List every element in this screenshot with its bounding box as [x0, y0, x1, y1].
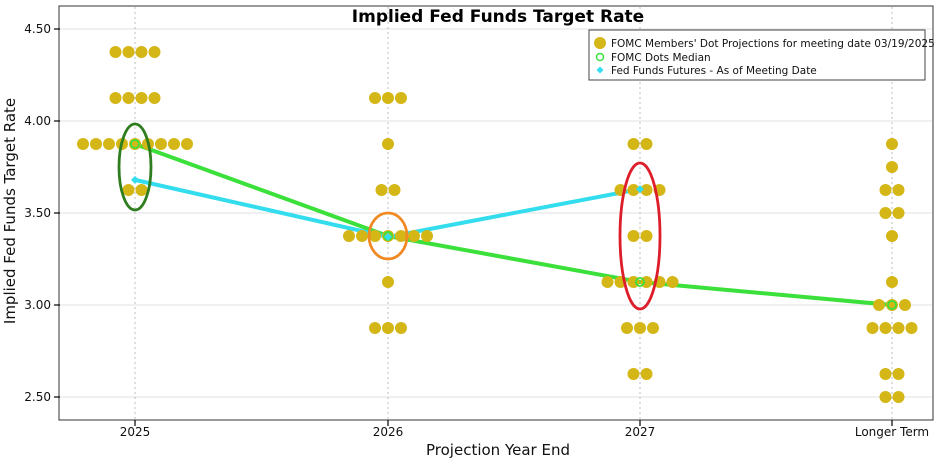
projection-dot: [382, 276, 394, 288]
projection-dot: [395, 322, 407, 334]
legend-median-swatch: [595, 52, 605, 62]
projection-dot: [879, 322, 892, 334]
projection-dot: [899, 299, 911, 311]
x-tick-label: 2025: [120, 425, 151, 439]
median-point: [887, 300, 897, 310]
projection-dot: [343, 230, 355, 242]
projection-dot: [369, 92, 381, 104]
legend-entry-dots: FOMC Members' Dot Projections for meetin…: [611, 38, 935, 50]
y-tick-label: 3.50: [24, 206, 51, 220]
projection-dot: [886, 230, 898, 242]
projection-dot: [640, 230, 653, 242]
projection-dot: [382, 138, 394, 150]
projection-dot: [873, 299, 885, 311]
projection-dot: [905, 322, 918, 334]
projection-dot: [135, 46, 148, 58]
projection-dot: [148, 92, 161, 104]
projection-dot: [886, 276, 898, 288]
x-tick-label: 2027: [625, 425, 656, 439]
projection-dot: [77, 138, 89, 150]
projection-dot: [369, 322, 381, 334]
y-axis-label: Implied Fed Funds Target Rate: [1, 98, 19, 324]
projection-dot: [181, 138, 193, 150]
projection-dot: [866, 322, 879, 334]
futures-point: [384, 232, 392, 241]
projection-dot: [886, 161, 898, 173]
projection-dot: [103, 138, 115, 150]
projection-dot: [135, 92, 148, 104]
legend-entry-futures: Fed Funds Futures - As of Meeting Date: [611, 65, 817, 77]
projection-dot: [395, 92, 407, 104]
projection-dot: [640, 184, 653, 196]
projection-dot: [879, 207, 892, 219]
projection-dot: [90, 138, 102, 150]
projection-dot: [879, 391, 892, 403]
projection-dot: [647, 322, 659, 334]
projection-dot: [879, 184, 892, 196]
projection-dot: [382, 92, 394, 104]
projection-dot: [627, 184, 640, 196]
projection-dot: [886, 138, 898, 150]
projection-dot: [155, 138, 167, 150]
projection-dot: [621, 322, 633, 334]
futures-point: [131, 175, 139, 184]
legend-entry-median: FOMC Dots Median: [611, 52, 711, 64]
projection-dot: [122, 92, 135, 104]
projection-dot: [879, 368, 892, 380]
projection-dot: [892, 207, 905, 219]
annotation-red-ellipse: [618, 161, 662, 311]
projection-dot: [627, 138, 640, 150]
projection-dot: [892, 322, 905, 334]
legend-box: [588, 29, 926, 81]
projection-dot: [122, 184, 135, 196]
projection-dot: [122, 46, 135, 58]
median-line: [134, 142, 893, 307]
legend-futures-swatch: [596, 66, 604, 74]
legend-dot-swatch: [594, 37, 606, 49]
y-tick-label: 4.00: [24, 114, 51, 128]
legend: FOMC Members' Dot Projections for meetin…: [588, 29, 935, 81]
projection-dot: [892, 368, 905, 380]
series-markers: [130, 139, 897, 310]
projection-dot: [627, 368, 640, 380]
projection-dot: [666, 276, 679, 288]
y-axis-ticks: 2.50 3.00 3.50 4.00 4.50: [24, 22, 60, 404]
dot-projections: [77, 46, 918, 403]
x-tick-label: 2026: [373, 425, 404, 439]
x-axis-ticks: 2025 2026 2027 Longer Term: [120, 420, 929, 439]
x-tick-label: Longer Term: [855, 425, 929, 439]
projection-dot: [168, 138, 180, 150]
median-point: [130, 139, 140, 149]
projection-dot: [135, 184, 148, 196]
projection-dot: [369, 230, 381, 242]
annotation-orange-circle: [367, 211, 409, 261]
projection-dot: [395, 230, 407, 242]
x-axis-label: Projection Year End: [426, 441, 570, 459]
y-tick-label: 4.50: [24, 22, 51, 36]
projection-dot: [148, 46, 161, 58]
projection-dot: [388, 184, 401, 196]
projection-dot: [634, 322, 646, 334]
futures-point: [636, 185, 644, 194]
projection-dot: [892, 391, 905, 403]
projection-dot: [408, 230, 420, 242]
projection-dot: [109, 92, 122, 104]
projection-dot: [892, 184, 905, 196]
projection-dot: [640, 138, 653, 150]
y-tick-label: 3.00: [24, 298, 51, 312]
projection-dot: [640, 368, 653, 380]
projection-dot: [382, 322, 394, 334]
chart-title: Implied Fed Funds Target Rate: [352, 7, 644, 27]
projection-dot: [375, 184, 388, 196]
annotations: [117, 122, 662, 311]
y-tick-label: 2.50: [24, 390, 51, 404]
annotation-green-ellipse: [117, 122, 153, 212]
projection-dot: [421, 230, 433, 242]
projection-dot: [627, 230, 640, 242]
projection-dot: [601, 276, 614, 288]
projection-dot: [356, 230, 368, 242]
projection-dot: [109, 46, 122, 58]
median-point: [635, 277, 645, 287]
